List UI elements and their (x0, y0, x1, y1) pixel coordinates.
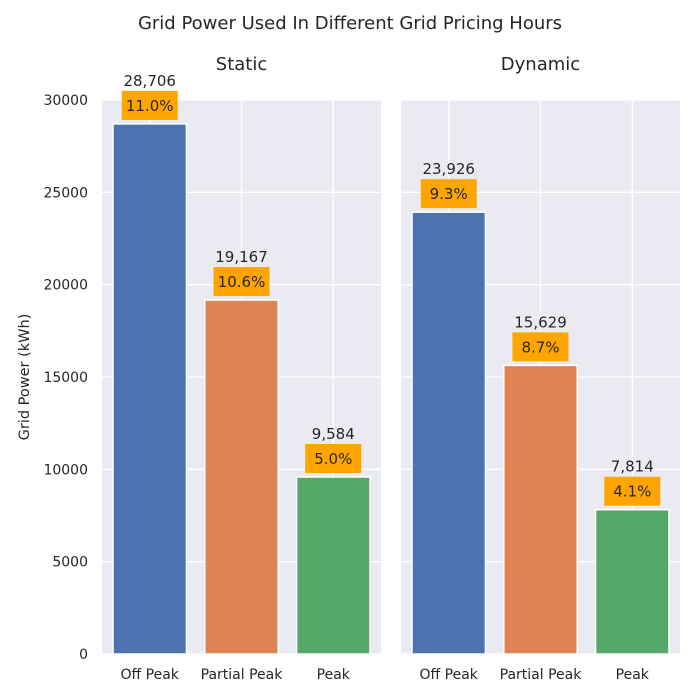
percent-label: 9.3% (430, 185, 468, 203)
value-label: 28,706 (123, 72, 176, 90)
x-tick-label: Partial Peak (201, 667, 284, 683)
y-tick-label: 10000 (43, 462, 88, 478)
percent-label: 5.0% (314, 450, 352, 468)
y-axis-label: Grid Power (kWh) (17, 314, 33, 441)
x-tick-label: Partial Peak (500, 667, 583, 683)
chart-title: Grid Power Used In Different Grid Pricin… (138, 13, 562, 34)
value-label: 23,926 (422, 160, 475, 178)
percent-label-box (121, 90, 178, 120)
y-tick-label: 25000 (43, 185, 88, 201)
value-label: 19,167 (215, 248, 268, 266)
subplot-title: Static (216, 54, 267, 75)
x-tick-label: Off Peak (420, 667, 479, 683)
percent-label: 11.0% (126, 97, 174, 115)
panel-1: Dynamic 9.3% 23,926 Off Peak 8.7% 15,629 Parti… (401, 54, 680, 683)
subplot-title: Dynamic (501, 54, 580, 75)
value-label: 15,629 (514, 313, 567, 331)
value-label: 9,584 (312, 425, 355, 443)
percent-label: 4.1% (613, 483, 651, 501)
bar-peak (594, 508, 670, 655)
x-tick-label: Peak (616, 667, 650, 683)
percent-label-box (213, 267, 270, 297)
percent-label: 8.7% (521, 338, 559, 356)
percent-label-box (305, 444, 362, 474)
bar-off-peak (112, 123, 188, 655)
bar-off-peak (411, 211, 487, 655)
percent-label: 10.6% (218, 273, 266, 291)
percent-label-box (420, 179, 477, 209)
y-tick-label: 5000 (52, 555, 88, 571)
bar-partial-peak (204, 299, 279, 655)
percent-label-box (512, 332, 569, 362)
y-tick-label: 0 (79, 647, 88, 663)
bar-partial-peak (503, 364, 578, 655)
bar-peak (295, 476, 371, 655)
x-tick-label: Off Peak (121, 667, 180, 683)
y-tick-label: 15000 (43, 370, 88, 386)
percent-label-box (604, 476, 661, 506)
x-tick-label: Peak (317, 667, 351, 683)
y-tick-label: 30000 (43, 93, 88, 109)
value-label: 7,814 (611, 458, 654, 476)
panel-0: Static 0 5000 10000 15000 20000 25000 30000 11.0… (43, 54, 381, 683)
y-tick-label: 20000 (43, 278, 88, 294)
